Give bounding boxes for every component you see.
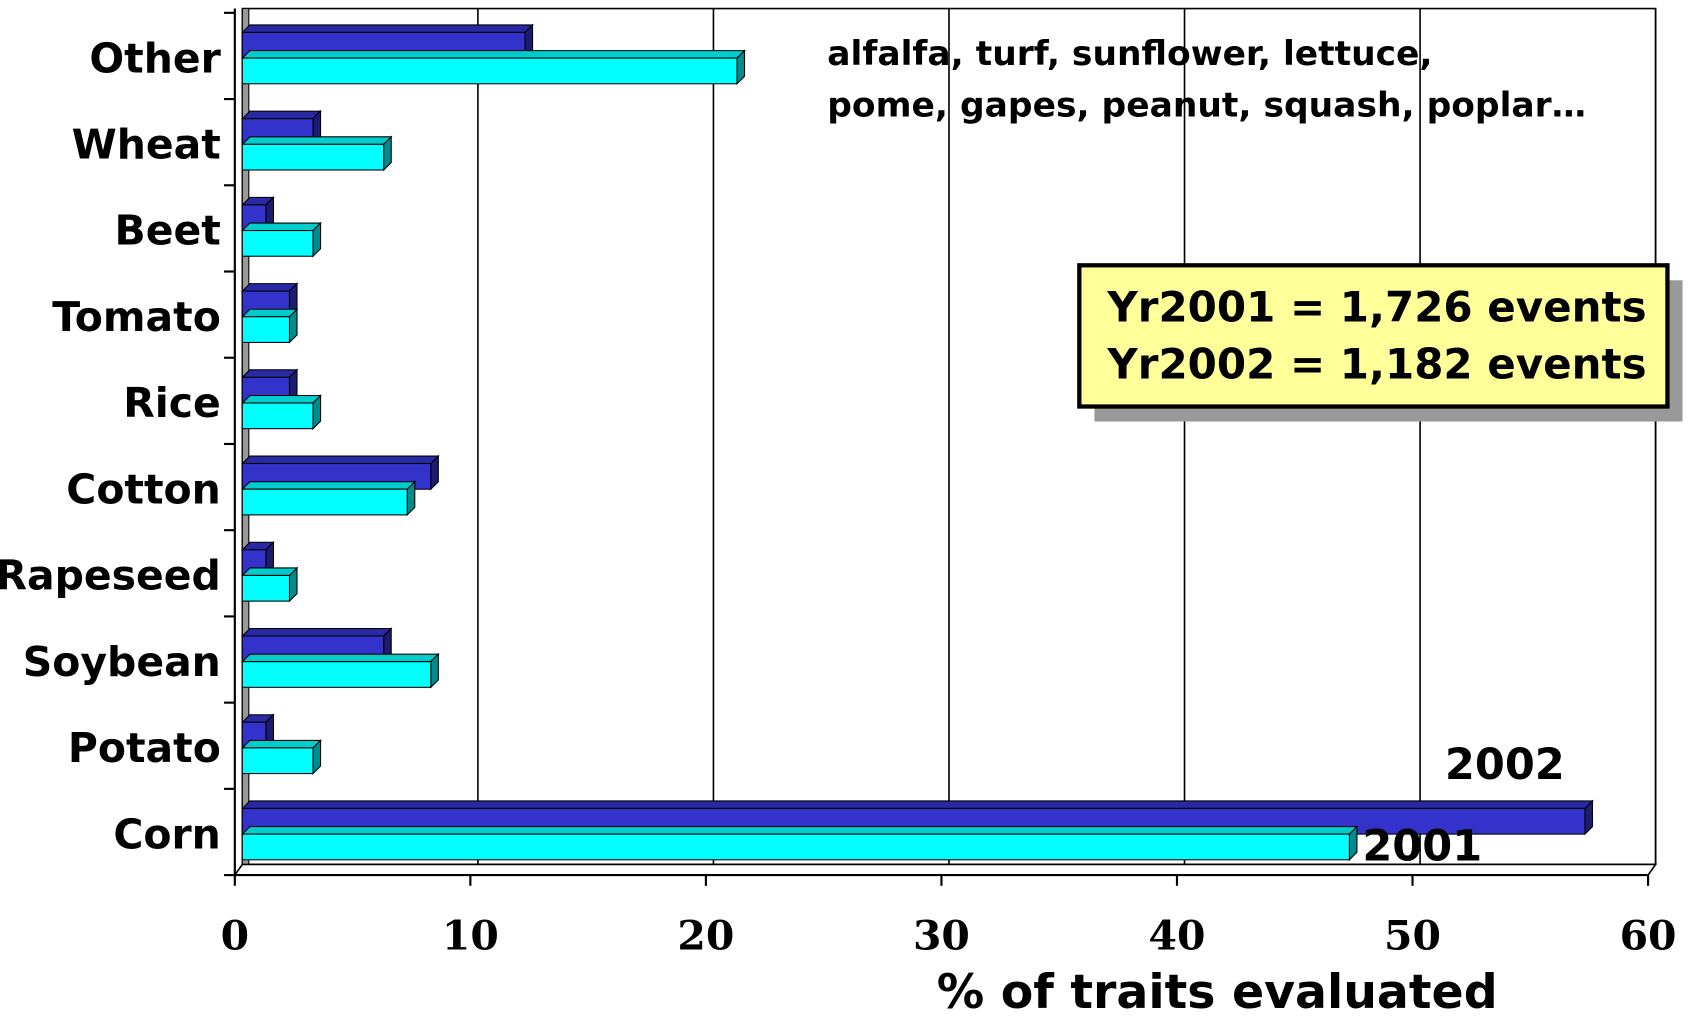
- box: [1077, 263, 1670, 409]
- y-tick-label: Rice: [123, 379, 221, 427]
- bar: [241, 230, 314, 257]
- bar-top: [241, 481, 417, 490]
- annotation: alfalfa, turf, sunflower, lettuce, pome,…: [827, 34, 1586, 125]
- y-tick-label: Wheat: [72, 121, 221, 169]
- bar-top: [241, 369, 299, 378]
- y-tick-label: Soybean: [23, 638, 221, 686]
- y-tick-label: Rapeseed: [0, 552, 221, 600]
- bar-top: [241, 826, 1359, 835]
- annotation-text: alfalfa, turf, sunflower, lettuce,: [827, 34, 1432, 74]
- bar: [241, 747, 314, 775]
- bar-top: [241, 653, 440, 663]
- annotation-text: pome, gapes, peanut, squash, poplar…: [827, 86, 1586, 126]
- x-tick-label: 40: [1149, 912, 1206, 960]
- bar: [241, 402, 314, 430]
- x-tick-label: 30: [913, 912, 970, 960]
- y-tick-label: Cotton: [66, 466, 221, 514]
- bar-top: [241, 627, 393, 637]
- bar-top: [241, 739, 322, 749]
- info-box: Yr2001 = 1,726 events Yr2002 = 1,182 eve…: [1077, 263, 1683, 422]
- bar-top: [241, 567, 299, 576]
- y-tick-label: Tomato: [52, 293, 221, 341]
- bar-top: [241, 455, 440, 465]
- y-tick-label: Corn: [113, 810, 220, 858]
- bar: [241, 833, 1350, 861]
- bar-top: [241, 110, 322, 120]
- y-tick-label: Other: [89, 34, 220, 82]
- legend-label: 2002: [1445, 740, 1565, 790]
- bar: [241, 488, 408, 516]
- box-text: Yr2002 = 1,182 events: [1106, 340, 1646, 389]
- bar-top: [241, 222, 322, 232]
- x-tick-label: 20: [677, 912, 734, 960]
- bar-top: [241, 24, 534, 33]
- bar: [241, 57, 738, 85]
- bar: [241, 661, 432, 688]
- bar-top: [241, 50, 746, 59]
- y-tick-label: Potato: [68, 724, 221, 772]
- bar-top: [241, 308, 299, 318]
- y-tick-label: Beet: [115, 207, 221, 255]
- bar: [241, 574, 291, 602]
- x-tick-label: 10: [442, 912, 499, 960]
- bar-top: [241, 394, 322, 404]
- bar-top: [241, 136, 393, 145]
- bar: [241, 316, 291, 343]
- legend-label: 2001: [1362, 822, 1482, 872]
- bar-top: [241, 800, 1594, 809]
- bar-top: [241, 283, 299, 292]
- bar: [241, 143, 385, 171]
- x-tick-label: 0: [221, 912, 249, 960]
- x-axis-label: % of traits evaluated: [937, 965, 1498, 1020]
- x-tick-label: 60: [1620, 912, 1677, 960]
- x-tick-label: 50: [1384, 912, 1441, 960]
- box-text: Yr2001 = 1,726 events: [1106, 283, 1646, 332]
